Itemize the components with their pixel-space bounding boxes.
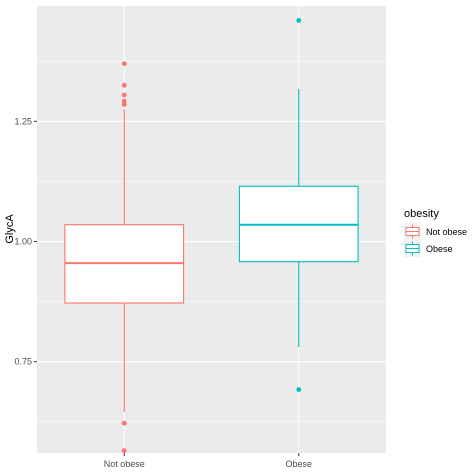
y-tick-label: 1.00 bbox=[14, 237, 32, 247]
x-tick-label: Not obese bbox=[104, 459, 145, 469]
box-obese bbox=[238, 18, 359, 392]
outlier-point bbox=[121, 102, 127, 107]
outlier-point bbox=[121, 82, 127, 88]
outlier-point bbox=[296, 18, 302, 23]
legend-label: Obese bbox=[426, 244, 453, 254]
outlier-point bbox=[121, 61, 127, 67]
y-tick-label: 1.25 bbox=[14, 116, 32, 126]
legend-item: Not obese bbox=[404, 223, 467, 240]
legend-item: Obese bbox=[404, 240, 453, 257]
y-axis-title: GlycA bbox=[4, 214, 16, 244]
box-not-obese bbox=[64, 61, 185, 453]
y-axis: 0.75 1.00 1.25 bbox=[14, 116, 37, 367]
legend-items: Not obese Obese bbox=[404, 223, 467, 257]
y-tick-label: 0.75 bbox=[14, 357, 32, 367]
outlier-point bbox=[121, 448, 127, 453]
outlier-point bbox=[121, 92, 127, 98]
legend-label: Not obese bbox=[426, 227, 467, 237]
legend-title: obesity bbox=[404, 208, 439, 220]
outlier-point bbox=[121, 98, 127, 104]
legend: obesity Not obese Obese bbox=[404, 208, 467, 257]
x-axis: Not obese Obese bbox=[104, 453, 312, 469]
x-tick-label: Obese bbox=[285, 459, 312, 469]
boxes bbox=[64, 18, 359, 453]
outlier-point bbox=[296, 387, 302, 392]
outlier-point bbox=[121, 420, 127, 426]
